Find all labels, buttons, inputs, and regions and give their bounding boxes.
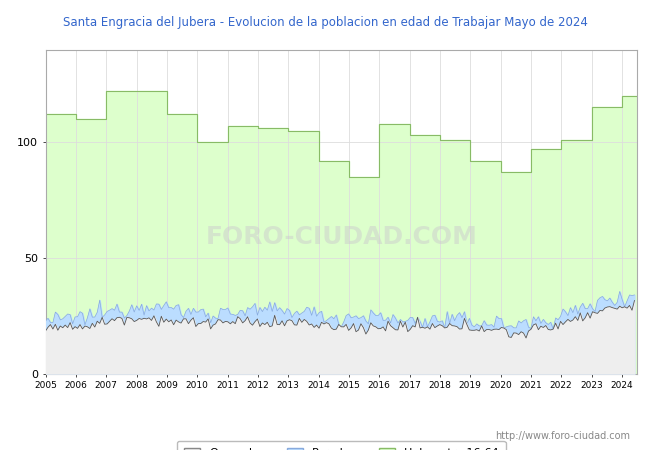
Legend: Ocupados, Parados, Hab. entre 16-64: Ocupados, Parados, Hab. entre 16-64 [177, 441, 506, 450]
Text: http://www.foro-ciudad.com: http://www.foro-ciudad.com [495, 431, 630, 441]
Text: Santa Engracia del Jubera - Evolucion de la poblacion en edad de Trabajar Mayo d: Santa Engracia del Jubera - Evolucion de… [62, 16, 588, 29]
Text: FORO-CIUDAD.COM: FORO-CIUDAD.COM [205, 225, 477, 249]
